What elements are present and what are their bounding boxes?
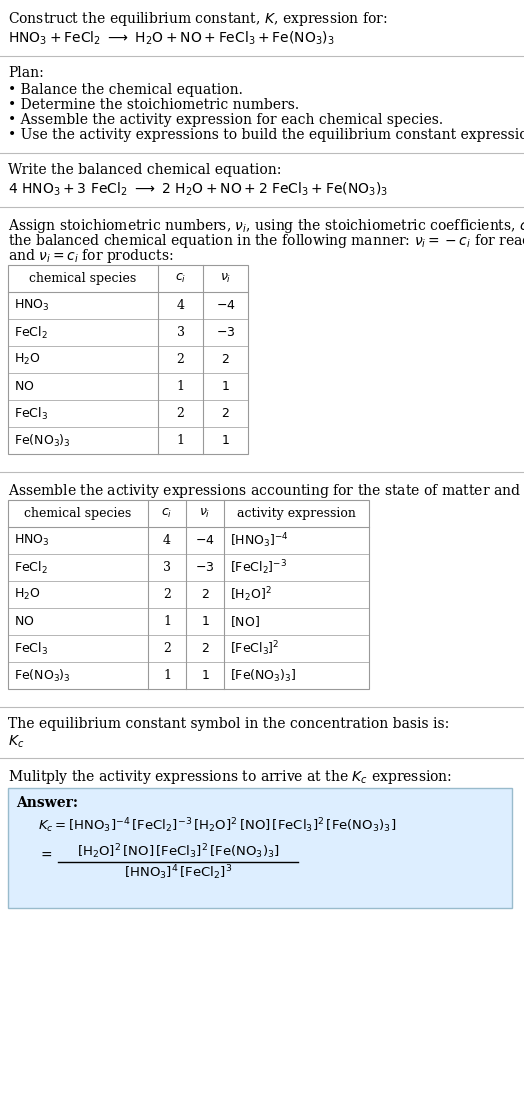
Text: $\mathrm{NO}$: $\mathrm{NO}$ (14, 380, 35, 393)
Text: 1: 1 (177, 434, 184, 446)
Text: 2: 2 (163, 642, 171, 655)
Text: $\mathrm{FeCl_2}$: $\mathrm{FeCl_2}$ (14, 325, 48, 340)
Text: $2$: $2$ (221, 353, 230, 366)
Text: 2: 2 (177, 407, 184, 420)
Text: $\mathrm{HNO_3}$: $\mathrm{HNO_3}$ (14, 533, 50, 548)
Text: $\mathrm{Fe(NO_3)_3}$: $\mathrm{Fe(NO_3)_3}$ (14, 667, 71, 683)
Text: Write the balanced chemical equation:: Write the balanced chemical equation: (8, 163, 281, 177)
Text: $2$: $2$ (201, 588, 209, 601)
Text: 4: 4 (177, 299, 184, 312)
Text: $[\mathrm{Fe(NO_3)_3}]$: $[\mathrm{Fe(NO_3)_3}]$ (230, 667, 297, 683)
Text: Mulitply the activity expressions to arrive at the $K_c$ expression:: Mulitply the activity expressions to arr… (8, 768, 452, 785)
Text: chemical species: chemical species (25, 507, 132, 520)
Bar (8, 500, 369, 689)
Text: chemical species: chemical species (29, 272, 137, 285)
Text: 3: 3 (177, 326, 184, 339)
Text: $\mathrm{HNO_3 + FeCl_2\ {\longrightarrow}\ H_2O + NO + FeCl_3 + Fe(NO_3)_3}$: $\mathrm{HNO_3 + FeCl_2\ {\longrightarro… (8, 30, 335, 47)
Text: $[\mathrm{HNO_3}]^{-4}$: $[\mathrm{HNO_3}]^{-4}$ (230, 531, 289, 550)
Text: $c_i$: $c_i$ (161, 507, 172, 520)
Text: $[\mathrm{FeCl_2}]^{-3}$: $[\mathrm{FeCl_2}]^{-3}$ (230, 558, 287, 577)
Text: activity expression: activity expression (237, 507, 356, 520)
Text: $1$: $1$ (221, 434, 230, 446)
Text: $K_c$: $K_c$ (8, 734, 24, 750)
Text: $\mathrm{HNO_3}$: $\mathrm{HNO_3}$ (14, 298, 50, 313)
Text: • Use the activity expressions to build the equilibrium constant expression.: • Use the activity expressions to build … (8, 128, 524, 142)
Text: $\mathrm{FeCl_3}$: $\mathrm{FeCl_3}$ (14, 641, 48, 656)
Text: $\mathrm{4\ HNO_3 + 3\ FeCl_2\ {\longrightarrow}\ 2\ H_2O + NO + 2\ FeCl_3 + Fe(: $\mathrm{4\ HNO_3 + 3\ FeCl_2\ {\longrig… (8, 181, 388, 199)
Text: $c_i$: $c_i$ (175, 272, 186, 285)
Text: 1: 1 (163, 615, 171, 627)
Text: The equilibrium constant symbol in the concentration basis is:: The equilibrium constant symbol in the c… (8, 717, 449, 731)
Text: $\mathrm{Fe(NO_3)_3}$: $\mathrm{Fe(NO_3)_3}$ (14, 432, 71, 449)
Text: $\mathrm{FeCl_2}$: $\mathrm{FeCl_2}$ (14, 559, 48, 576)
Text: $1$: $1$ (221, 380, 230, 393)
Text: 1: 1 (177, 380, 184, 393)
Text: $\mathrm{H_2O}$: $\mathrm{H_2O}$ (14, 587, 40, 602)
Text: 3: 3 (163, 561, 171, 574)
Text: $\nu_i$: $\nu_i$ (220, 272, 231, 285)
Text: 1: 1 (163, 669, 171, 682)
Text: $[\mathrm{FeCl_3}]^{2}$: $[\mathrm{FeCl_3}]^{2}$ (230, 640, 280, 658)
Text: $\mathrm{FeCl_3}$: $\mathrm{FeCl_3}$ (14, 406, 48, 421)
Text: $K_c = [\mathrm{HNO_3}]^{-4}\,[\mathrm{FeCl_2}]^{-3}\,[\mathrm{H_2O}]^{2}\,[\mat: $K_c = [\mathrm{HNO_3}]^{-4}\,[\mathrm{F… (38, 816, 396, 835)
Text: $\mathrm{H_2O}$: $\mathrm{H_2O}$ (14, 352, 40, 367)
Text: Construct the equilibrium constant, $K$, expression for:: Construct the equilibrium constant, $K$,… (8, 10, 388, 29)
Text: 4: 4 (163, 534, 171, 547)
Text: $\mathrm{NO}$: $\mathrm{NO}$ (14, 615, 35, 627)
Text: Assign stoichiometric numbers, $\nu_i$, using the stoichiometric coefficients, $: Assign stoichiometric numbers, $\nu_i$, … (8, 217, 524, 235)
Text: $[\mathrm{HNO_3}]^{4}\,[\mathrm{FeCl_2}]^{3}$: $[\mathrm{HNO_3}]^{4}\,[\mathrm{FeCl_2}]… (124, 863, 232, 882)
Bar (8, 265, 248, 454)
Text: 2: 2 (163, 588, 171, 601)
Text: the balanced chemical equation in the following manner: $\nu_i = -c_i$ for react: the balanced chemical equation in the fo… (8, 231, 524, 250)
Text: $1$: $1$ (201, 669, 210, 682)
Text: $-3$: $-3$ (195, 561, 215, 574)
Text: • Assemble the activity expression for each chemical species.: • Assemble the activity expression for e… (8, 113, 443, 127)
Text: $[\mathrm{H_2O}]^{2}\,[\mathrm{NO}]\,[\mathrm{FeCl_3}]^{2}\,[\mathrm{Fe(NO_3)_3}: $[\mathrm{H_2O}]^{2}\,[\mathrm{NO}]\,[\m… (77, 842, 279, 861)
Text: $2$: $2$ (201, 642, 209, 655)
Text: $-4$: $-4$ (195, 534, 215, 547)
Text: Answer:: Answer: (16, 796, 78, 810)
Text: $=$: $=$ (38, 847, 53, 861)
Text: • Determine the stoichiometric numbers.: • Determine the stoichiometric numbers. (8, 98, 299, 112)
Text: 2: 2 (177, 353, 184, 366)
Bar (8, 788, 512, 908)
Text: $[\mathrm{NO}]$: $[\mathrm{NO}]$ (230, 614, 260, 629)
Text: $[\mathrm{H_2O}]^{2}$: $[\mathrm{H_2O}]^{2}$ (230, 585, 272, 603)
Text: $1$: $1$ (201, 615, 210, 627)
Text: • Balance the chemical equation.: • Balance the chemical equation. (8, 83, 243, 97)
Text: $-3$: $-3$ (216, 326, 235, 339)
Text: $2$: $2$ (221, 407, 230, 420)
Text: Assemble the activity expressions accounting for the state of matter and $\nu_i$: Assemble the activity expressions accoun… (8, 482, 524, 500)
Text: and $\nu_i = c_i$ for products:: and $\nu_i = c_i$ for products: (8, 247, 173, 265)
Text: $-4$: $-4$ (216, 299, 235, 312)
Text: $\nu_i$: $\nu_i$ (199, 507, 211, 520)
Text: Plan:: Plan: (8, 66, 43, 80)
